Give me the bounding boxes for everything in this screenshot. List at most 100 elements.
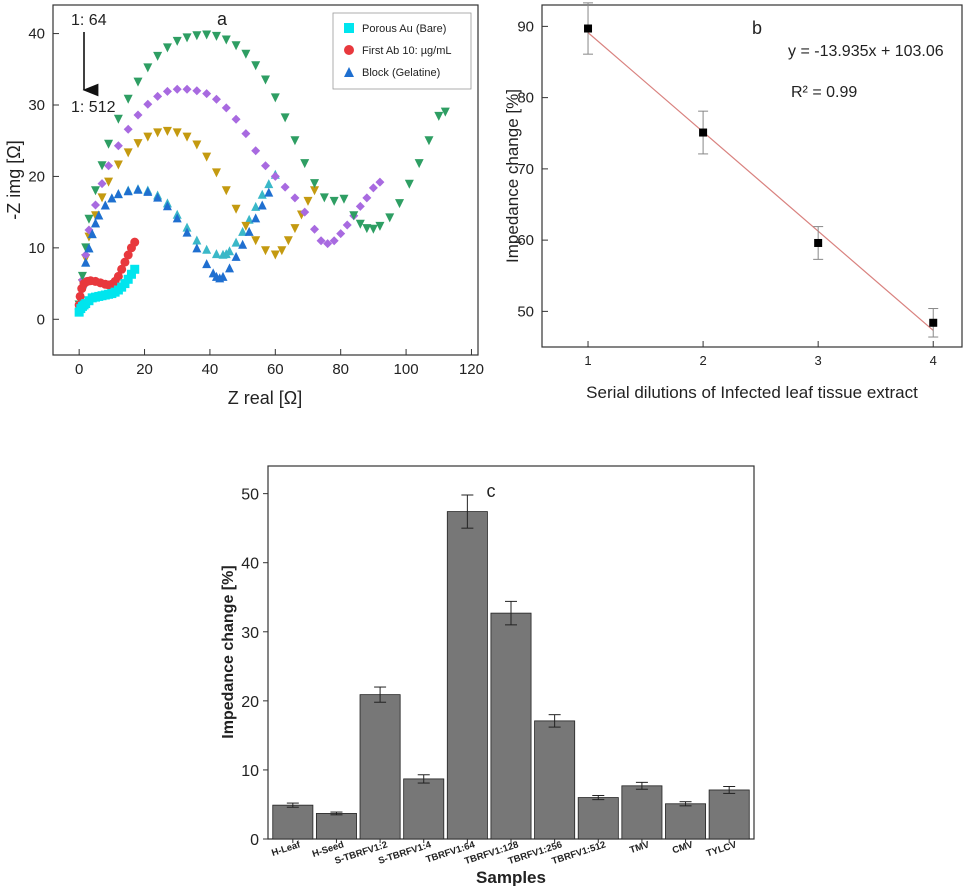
x-tick-label: 4 bbox=[930, 353, 937, 368]
data-point bbox=[104, 161, 114, 171]
data-point bbox=[162, 201, 172, 211]
data-point bbox=[385, 213, 395, 223]
y-tick-label: 70 bbox=[517, 161, 534, 178]
data-point bbox=[153, 128, 163, 138]
y-tick-label: 40 bbox=[28, 26, 45, 43]
y-tick-label: 30 bbox=[241, 625, 259, 642]
data-point bbox=[261, 246, 270, 256]
data-point bbox=[300, 207, 310, 217]
x-tick-label: 100 bbox=[394, 361, 419, 378]
data-point bbox=[323, 239, 333, 249]
y-tick-label: 40 bbox=[241, 556, 259, 573]
data-point bbox=[133, 110, 143, 120]
data-point bbox=[257, 189, 267, 199]
data-point bbox=[342, 220, 352, 230]
panel-b-xlabel: Serial dilutions of Infected leaf tissue… bbox=[586, 383, 918, 402]
data-point bbox=[241, 221, 251, 231]
legend-label: First Ab 10: µg/mL bbox=[362, 45, 451, 57]
data-point bbox=[225, 263, 235, 273]
data-point bbox=[107, 193, 117, 203]
y-tick-label: 80 bbox=[517, 90, 534, 107]
panel-b-axes: 1 2 3 4 50 60 70 80 90 bbox=[517, 18, 937, 368]
data-point bbox=[192, 243, 202, 253]
bar bbox=[403, 778, 445, 840]
y-tick-label: 20 bbox=[241, 694, 259, 711]
data-point bbox=[221, 35, 231, 45]
data-point bbox=[192, 140, 202, 150]
data-point bbox=[375, 221, 385, 231]
panel-c-axes: 0 10 20 30 40 50 bbox=[241, 487, 730, 849]
data-point bbox=[270, 171, 280, 181]
bar bbox=[621, 785, 663, 840]
data-point bbox=[264, 187, 274, 197]
data-point bbox=[113, 271, 123, 281]
fit-equation: y = -13.935x + 103.06 bbox=[788, 43, 944, 60]
data-point bbox=[123, 148, 133, 158]
panel-b-label: b bbox=[752, 18, 762, 38]
y-tick-label: 50 bbox=[241, 487, 259, 504]
data-point bbox=[404, 179, 414, 189]
data-point bbox=[123, 274, 133, 284]
legend-entries: Porous Au (Bare) First Ab 10: µg/mL Block … bbox=[344, 23, 451, 79]
legend-box bbox=[332, 12, 472, 90]
data-point bbox=[182, 84, 192, 94]
y-tick-label: 0 bbox=[37, 311, 45, 328]
data-point bbox=[113, 189, 123, 199]
data-point bbox=[211, 31, 221, 41]
arrow-label-bottom: 1: 512 bbox=[71, 99, 116, 116]
data-point bbox=[202, 259, 212, 269]
x-tick-label: 0 bbox=[75, 361, 83, 378]
data-point bbox=[336, 229, 346, 239]
data-point bbox=[211, 168, 221, 178]
data-point bbox=[75, 291, 85, 301]
bar bbox=[446, 511, 488, 840]
data-point bbox=[97, 161, 107, 171]
bar bbox=[665, 803, 707, 840]
panel-b: 1 2 3 4 50 60 70 80 90 Serial dilutions of Infec… bbox=[503, 2, 963, 402]
data-point bbox=[172, 84, 182, 94]
data-point bbox=[280, 182, 290, 192]
bar-category-label: TYLCV bbox=[705, 839, 739, 859]
data-point bbox=[270, 93, 280, 103]
legend-marker bbox=[344, 67, 354, 77]
data-point bbox=[221, 186, 231, 196]
x-tick-label: 1 bbox=[584, 353, 591, 368]
bar bbox=[534, 720, 576, 840]
data-point bbox=[172, 128, 182, 138]
data-point bbox=[182, 222, 192, 232]
data-point bbox=[113, 141, 123, 151]
panel-c-ylabel: Impedance change [%] bbox=[220, 565, 237, 738]
data-point bbox=[699, 128, 708, 137]
data-point bbox=[143, 63, 153, 73]
data-point bbox=[133, 77, 143, 87]
data-point bbox=[319, 193, 329, 203]
panel-b-ylabel: Impedance change [%] bbox=[503, 89, 522, 263]
data-point bbox=[97, 193, 107, 203]
data-point bbox=[91, 218, 100, 228]
data-point bbox=[310, 224, 320, 234]
data-point bbox=[231, 204, 241, 214]
data-point bbox=[182, 33, 192, 43]
data-point bbox=[202, 30, 212, 40]
panel-a-ylabel: -Z img [Ω] bbox=[4, 140, 24, 219]
data-point bbox=[244, 214, 254, 224]
arrow-label-top: 1: 64 bbox=[71, 12, 107, 29]
panel-a-legend: Porous Au (Bare) First Ab 10: µg/mL Block … bbox=[332, 12, 472, 90]
panel-a-axes: 0 20 40 60 80 100 120 0 10 20 30 40 bbox=[28, 26, 484, 378]
data-point bbox=[113, 114, 123, 124]
legend-marker bbox=[344, 45, 354, 55]
data-point bbox=[329, 196, 339, 206]
data-point bbox=[211, 94, 221, 104]
bar bbox=[272, 804, 314, 840]
y-tick-label: 10 bbox=[28, 240, 45, 257]
panel-a-xlabel: Z real [Ω] bbox=[228, 388, 302, 408]
bar bbox=[490, 612, 532, 840]
data-point bbox=[143, 132, 153, 142]
data-point bbox=[251, 201, 261, 211]
data-point bbox=[355, 201, 365, 211]
data-point bbox=[192, 86, 202, 96]
bar bbox=[708, 789, 750, 840]
data-point bbox=[238, 226, 248, 236]
data-point bbox=[290, 136, 300, 146]
y-tick-label: 90 bbox=[517, 18, 534, 35]
